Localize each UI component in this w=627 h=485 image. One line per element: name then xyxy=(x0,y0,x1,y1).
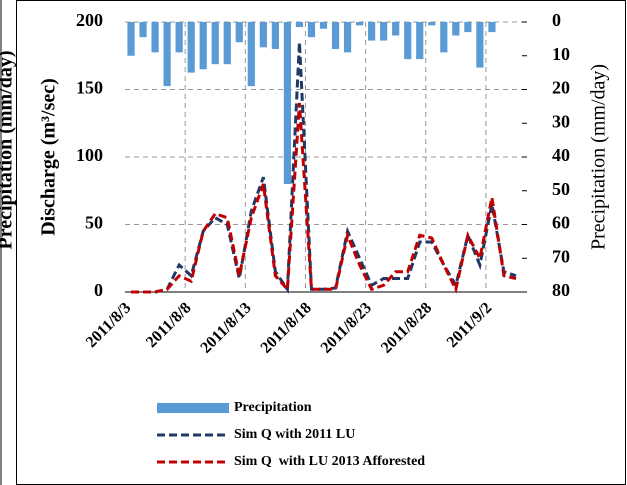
y2-tick-label: 60 xyxy=(552,213,570,233)
bar xyxy=(380,22,388,41)
bar xyxy=(175,22,183,53)
x-tick-label: 2011/9/2 xyxy=(444,299,496,351)
legend-label: Sim Q with 2011 LU xyxy=(234,427,355,442)
y2-tick-label: 30 xyxy=(552,111,570,131)
bar xyxy=(139,22,147,38)
y2-axis-title: Precipitation (mm/day) xyxy=(588,64,610,250)
y-tick-label: 100 xyxy=(76,145,103,165)
bar xyxy=(355,22,364,26)
bar xyxy=(199,22,207,70)
bar xyxy=(464,22,472,33)
bar xyxy=(283,22,292,184)
x-tick-label: 2011/8/3 xyxy=(83,299,135,351)
bar xyxy=(187,22,195,73)
y2-tick-label: 50 xyxy=(552,179,570,199)
bar xyxy=(211,22,219,65)
y2-tick-label: 80 xyxy=(552,280,570,300)
bar xyxy=(163,22,171,87)
frame xyxy=(16,0,626,485)
bar xyxy=(331,22,340,49)
y2-tick-label: 70 xyxy=(552,246,570,266)
bar xyxy=(271,22,279,49)
y-tick-label: 200 xyxy=(76,10,103,30)
bar xyxy=(235,22,243,43)
line xyxy=(131,102,517,294)
bar xyxy=(392,22,400,36)
bar xyxy=(488,22,496,33)
bar xyxy=(151,22,159,53)
bar xyxy=(223,22,231,65)
x-tick-label: 2011/8/8 xyxy=(143,299,195,351)
y-tick-label: 150 xyxy=(76,78,103,98)
y2-tick-label: 40 xyxy=(552,145,570,165)
side-label: Precipitation (mm/day) xyxy=(0,50,17,249)
bar xyxy=(368,22,376,41)
legend-label: Precipitation xyxy=(234,400,312,415)
y-tick-label: 50 xyxy=(85,213,103,233)
legend-label: Sim Q with LU 2013 Afforested xyxy=(234,454,425,469)
bar xyxy=(343,22,352,53)
x-tick-label: 2011/8/23 xyxy=(318,299,375,356)
bar xyxy=(307,22,316,38)
bar xyxy=(416,22,424,60)
x-tick-label: 2011/8/18 xyxy=(258,299,315,356)
bar xyxy=(476,22,484,68)
bar xyxy=(319,22,328,29)
y-axis-title: Discharge (m³/sec) xyxy=(38,78,60,236)
bar xyxy=(452,22,460,36)
bar xyxy=(295,22,304,28)
bar xyxy=(259,22,267,48)
legend-swatch xyxy=(157,403,229,413)
x-tick-label: 2011/8/13 xyxy=(197,299,254,356)
bar xyxy=(404,22,412,60)
bar xyxy=(428,22,436,26)
y-tick-label: 0 xyxy=(94,280,103,300)
bar xyxy=(127,22,135,56)
bar xyxy=(247,22,255,87)
y2-tick-label: 20 xyxy=(552,78,570,98)
line xyxy=(131,42,517,294)
bar xyxy=(440,22,448,53)
x-tick-label: 2011/8/28 xyxy=(378,299,435,356)
y2-tick-label: 10 xyxy=(552,44,570,64)
y2-tick-label: 0 xyxy=(552,10,561,30)
